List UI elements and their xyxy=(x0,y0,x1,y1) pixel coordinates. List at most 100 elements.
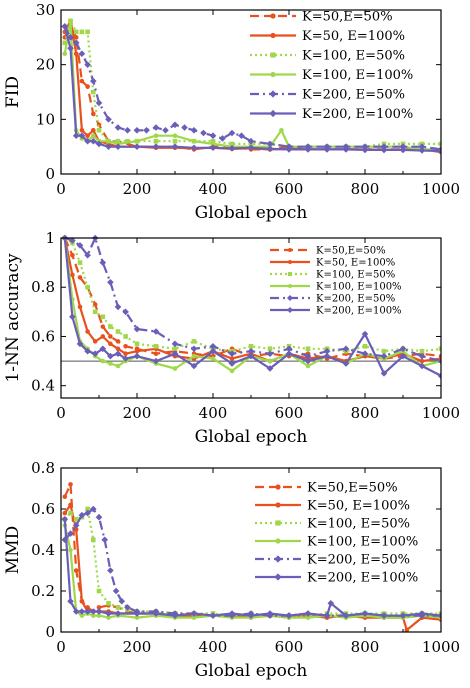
data-point xyxy=(114,610,122,617)
data-point xyxy=(69,313,76,321)
data-point xyxy=(99,345,107,353)
series-group xyxy=(61,482,441,632)
data-point xyxy=(191,138,197,144)
data-point xyxy=(133,610,141,617)
legend-marker xyxy=(269,90,277,98)
data-point xyxy=(78,132,86,140)
data-point xyxy=(67,530,74,537)
y-tick-label: 30 xyxy=(36,1,55,19)
data-point xyxy=(122,355,129,362)
data-point xyxy=(123,344,128,349)
data-point xyxy=(134,341,140,347)
data-point xyxy=(404,627,410,632)
data-point xyxy=(91,133,96,139)
data-point xyxy=(305,363,311,369)
data-point xyxy=(323,347,331,355)
data-point xyxy=(112,587,120,595)
legend-label: K=100, E=50% xyxy=(307,517,410,532)
data-point xyxy=(152,143,160,150)
data-point xyxy=(70,252,75,258)
data-point xyxy=(419,358,425,364)
x-axis-title: Global epoch xyxy=(195,661,308,681)
data-point xyxy=(62,494,68,500)
data-point xyxy=(162,126,169,134)
data-point xyxy=(304,146,312,153)
data-point xyxy=(84,347,91,355)
data-point xyxy=(100,324,106,329)
data-point xyxy=(133,352,141,360)
data-point xyxy=(73,568,79,573)
data-point xyxy=(95,513,103,521)
data-point xyxy=(95,99,103,107)
data-point xyxy=(79,613,85,618)
data-point xyxy=(118,597,126,605)
data-point xyxy=(91,613,96,618)
data-point xyxy=(229,356,235,361)
data-point xyxy=(171,350,179,357)
data-point xyxy=(95,608,103,615)
x-tick-label: 1000 xyxy=(422,180,460,198)
legend-label: K=200, E=50% xyxy=(316,294,395,305)
data-point xyxy=(191,615,197,620)
data-point xyxy=(191,339,197,344)
legend-label: K=200, E=50% xyxy=(302,88,405,103)
legend-label: K=50,E=50% xyxy=(302,10,393,25)
data-point xyxy=(152,328,160,335)
data-point xyxy=(248,344,254,349)
y-tick-label: 0 xyxy=(45,165,55,183)
data-point xyxy=(229,141,235,147)
data-point xyxy=(209,144,217,152)
data-point xyxy=(190,126,198,134)
data-point xyxy=(72,522,80,529)
data-point xyxy=(172,346,178,352)
data-point xyxy=(210,356,216,361)
y-tick-label: 0.4 xyxy=(31,377,55,395)
data-point xyxy=(96,613,102,618)
data-point xyxy=(134,138,140,144)
data-point xyxy=(418,147,426,154)
y-tick-label: 1 xyxy=(45,229,55,247)
data-point xyxy=(85,284,90,290)
data-point xyxy=(418,143,426,150)
data-point xyxy=(323,146,331,153)
data-point xyxy=(100,334,106,339)
data-point xyxy=(209,132,217,140)
data-point xyxy=(123,334,128,339)
data-point xyxy=(90,505,97,513)
data-point xyxy=(228,610,236,617)
data-point xyxy=(73,29,79,35)
data-point xyxy=(61,23,69,30)
data-point xyxy=(73,527,79,532)
y-axis-title: 1-NN accuracy xyxy=(3,253,23,383)
data-point xyxy=(68,502,73,508)
data-point xyxy=(133,325,141,333)
legend-label: K=50,E=50% xyxy=(316,246,386,257)
data-point xyxy=(79,127,85,133)
data-point xyxy=(172,133,178,139)
legend-marker xyxy=(274,573,282,581)
data-point xyxy=(399,352,407,360)
y-tick-label: 0.8 xyxy=(31,459,55,477)
chart-panel-3: 0 200 400 600 800 1000 0 0.2 0.4 0.6 0.8 Global epo… xyxy=(3,459,460,681)
data-point xyxy=(380,370,388,377)
data-point xyxy=(437,357,441,365)
legend-label: K=100, E=50% xyxy=(316,270,395,281)
x-tick-label: 800 xyxy=(351,180,380,198)
data-point xyxy=(247,144,255,152)
series-group xyxy=(61,234,441,380)
legend-label: K=200, E=100% xyxy=(302,107,413,122)
y-axis-title: MMD xyxy=(3,526,23,574)
data-point xyxy=(305,615,311,620)
data-point xyxy=(323,352,331,360)
data-point xyxy=(107,279,114,286)
data-point xyxy=(305,346,311,352)
data-point xyxy=(327,600,335,607)
x-tick-label: 200 xyxy=(123,638,152,656)
legend-label: K=100, E=100% xyxy=(316,282,402,293)
legend-marker xyxy=(270,52,276,58)
data-point xyxy=(114,350,122,357)
data-point xyxy=(172,366,178,371)
data-point xyxy=(85,329,90,334)
data-point xyxy=(85,29,90,35)
